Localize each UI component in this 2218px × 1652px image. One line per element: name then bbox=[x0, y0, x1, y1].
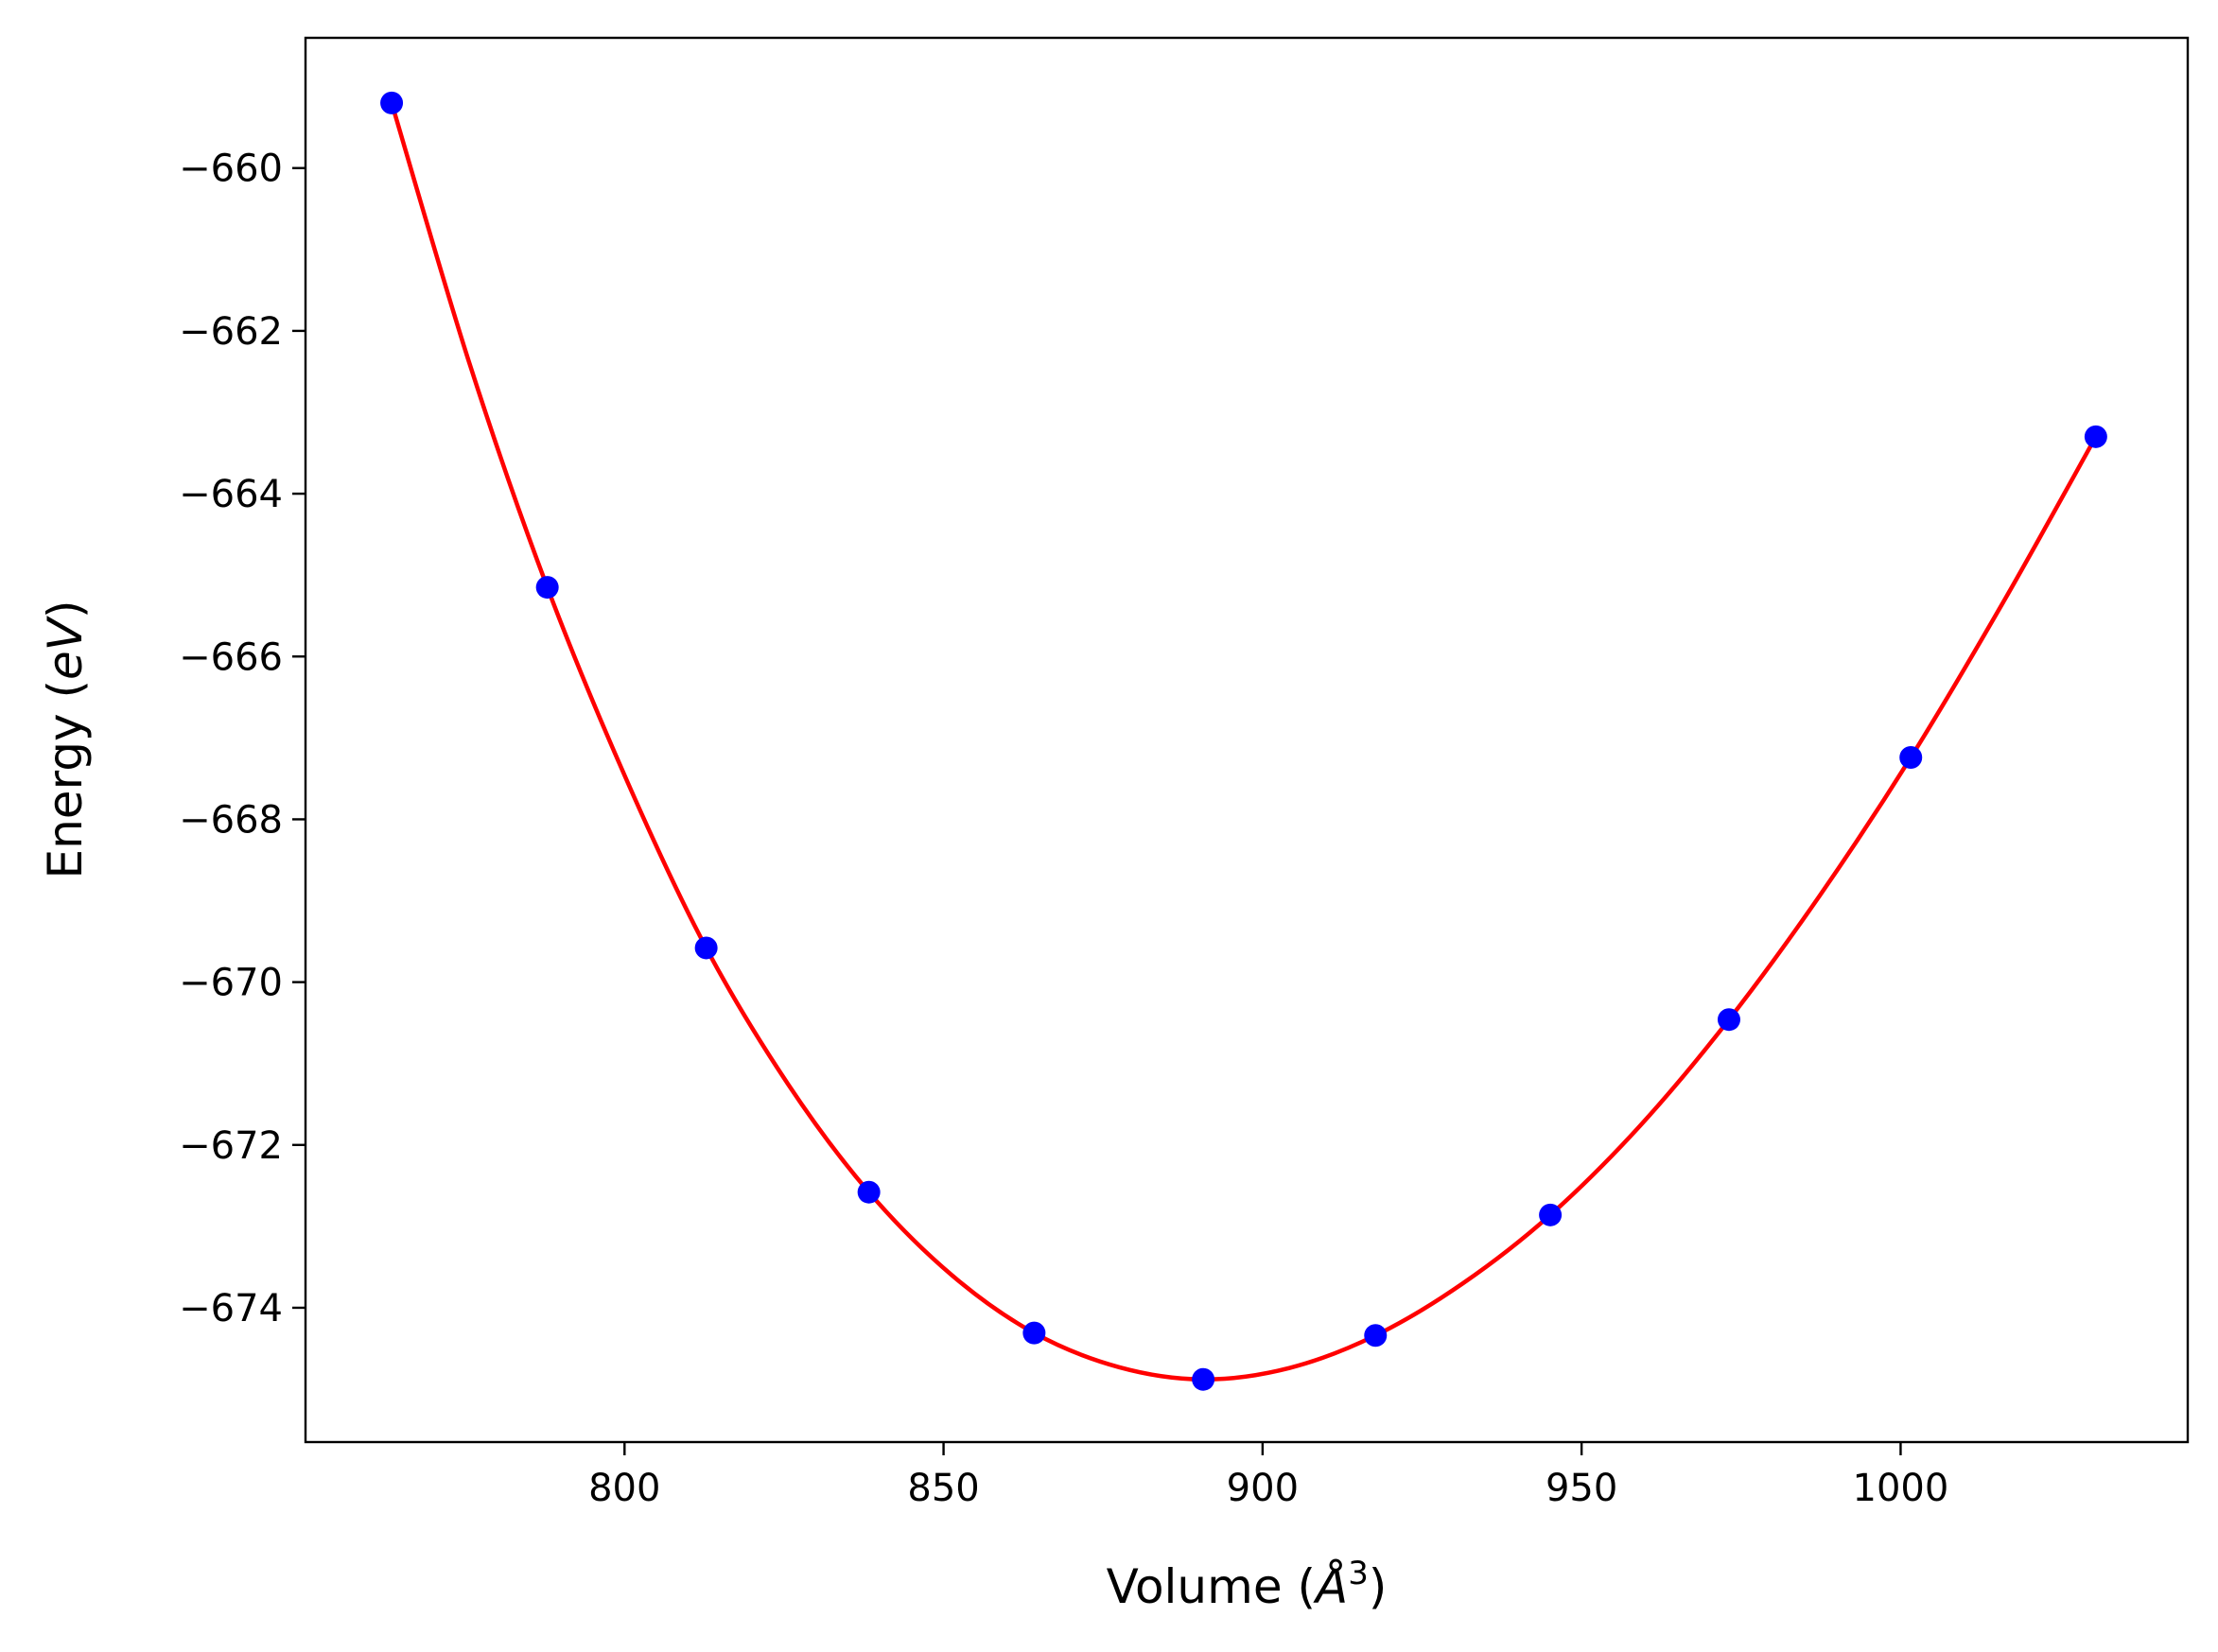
data-point-10 bbox=[1899, 746, 1923, 770]
plot-frame bbox=[304, 36, 2190, 1444]
y-axis-label: Energy (eV) bbox=[38, 600, 93, 879]
data-point-3 bbox=[694, 936, 718, 960]
x-tick-label: 950 bbox=[1546, 1467, 1617, 1510]
data-points-layer bbox=[380, 91, 2107, 1391]
y-tick-label: −662 bbox=[179, 310, 283, 354]
data-point-9 bbox=[1717, 1008, 1740, 1032]
plot-background bbox=[306, 38, 2188, 1442]
y-tick-label: −666 bbox=[179, 635, 283, 679]
data-point-6 bbox=[1192, 1367, 1215, 1391]
x-tick-label: 850 bbox=[907, 1467, 979, 1510]
y-axis-ticks: −660 −662 −664 −666 −668 −670 −672 −674 bbox=[179, 148, 306, 1330]
y-tick-label: −672 bbox=[179, 1124, 283, 1168]
data-point-11 bbox=[2084, 425, 2107, 448]
x-tick-label: 800 bbox=[588, 1467, 660, 1510]
fit-curve-line bbox=[389, 102, 2098, 1382]
x-axis-label: Volume (Å3) bbox=[1107, 1555, 1388, 1614]
y-tick-label: −668 bbox=[179, 798, 283, 842]
data-point-1 bbox=[380, 91, 404, 114]
y-tick-label: −670 bbox=[179, 962, 283, 1005]
x-tick-label: 900 bbox=[1227, 1467, 1299, 1510]
x-axis-ticks: 800 850 900 950 1000 bbox=[588, 1442, 1948, 1510]
data-point-5 bbox=[1022, 1321, 1046, 1345]
fit-curve-layer bbox=[389, 102, 2098, 1382]
y-tick-label: −664 bbox=[179, 473, 283, 516]
y-tick-label: −674 bbox=[179, 1287, 283, 1330]
data-point-7 bbox=[1364, 1324, 1388, 1348]
data-point-8 bbox=[1539, 1203, 1563, 1226]
x-tick-label: 1000 bbox=[1853, 1467, 1949, 1510]
data-point-2 bbox=[535, 576, 559, 600]
data-point-4 bbox=[857, 1180, 881, 1204]
y-tick-label: −660 bbox=[179, 148, 283, 191]
